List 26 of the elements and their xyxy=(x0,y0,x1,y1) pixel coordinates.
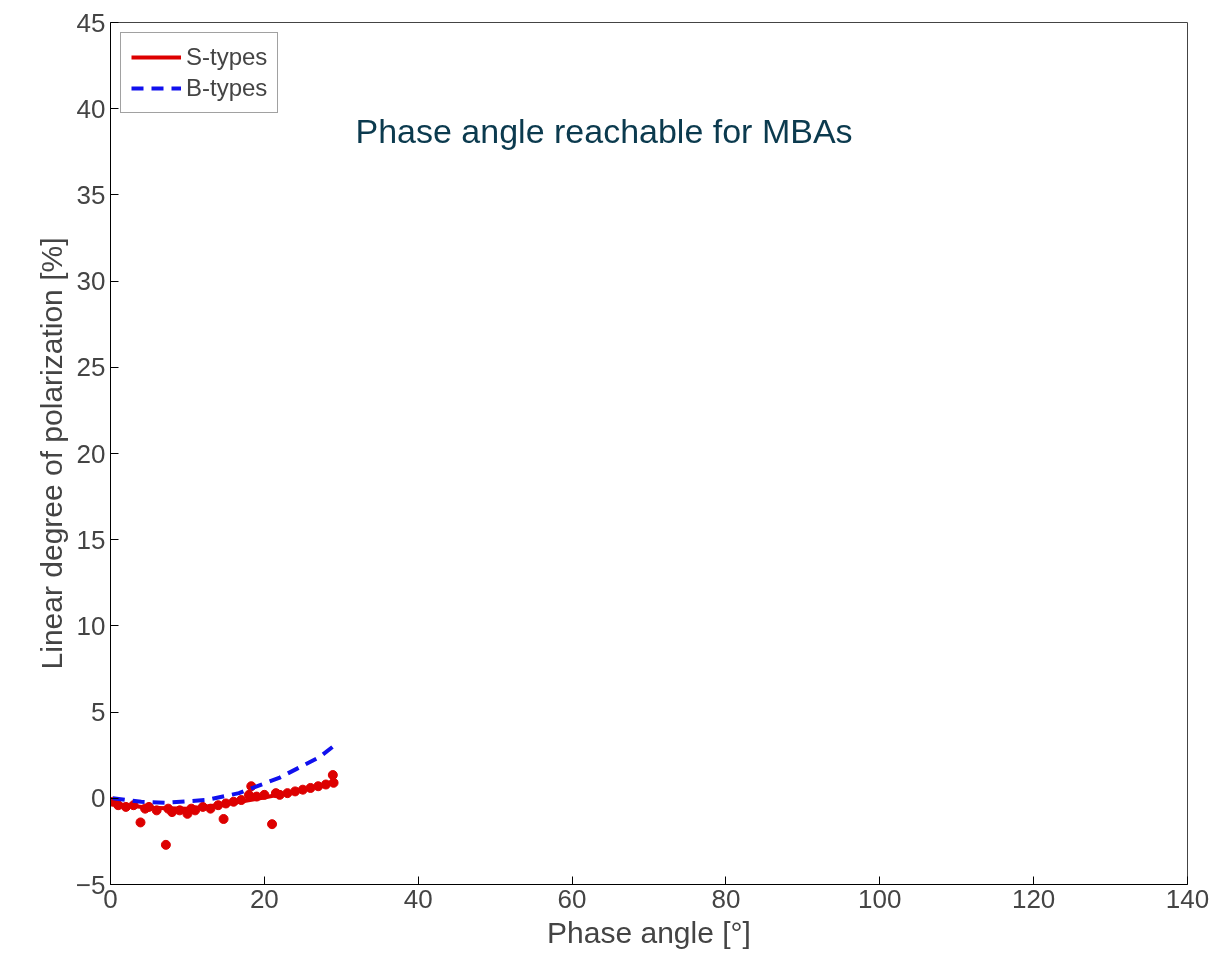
point xyxy=(218,814,229,824)
legend-label: S-types xyxy=(186,43,268,71)
x-tick-label: 140 xyxy=(1165,883,1210,914)
y-tick-label: 10 xyxy=(76,610,106,641)
point xyxy=(135,817,146,828)
y-tick-label: 15 xyxy=(76,524,106,555)
y-tick-label: 45 xyxy=(76,7,106,38)
y-tick-label: 20 xyxy=(76,438,106,469)
y-tick-label: 5 xyxy=(91,697,106,728)
y-tick-label: 0 xyxy=(91,783,106,814)
x-tick-label: 100 xyxy=(858,883,902,914)
y-tick-label: 40 xyxy=(76,93,106,124)
x-tick-label: 80 xyxy=(711,883,741,914)
y-tick-label: 35 xyxy=(76,179,106,210)
legend-label: B-types xyxy=(186,74,268,102)
y-tick-label: 25 xyxy=(76,352,106,383)
annotation: Phase angle reachable for MBAs xyxy=(355,111,853,150)
x-axis-title: Phase angle [°] xyxy=(547,915,751,949)
y-axis-title: Linear degree of polarization [%] xyxy=(34,237,68,670)
x-tick-label: 120 xyxy=(1011,883,1056,914)
x-tick-label: 60 xyxy=(557,883,587,914)
y-tick-label: 30 xyxy=(76,266,106,297)
point xyxy=(160,839,171,850)
x-tick-label: 20 xyxy=(249,883,279,914)
x-tick-label: 40 xyxy=(403,883,433,914)
point xyxy=(267,819,278,830)
